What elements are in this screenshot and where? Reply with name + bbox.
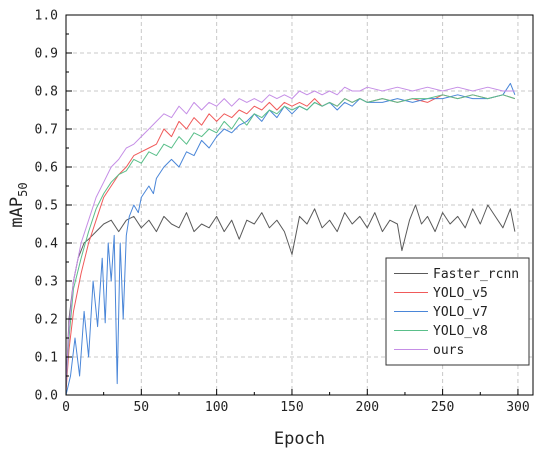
y-tick-label: 0.6: [35, 161, 58, 176]
series-line-faster-rcnn: [65, 204, 516, 388]
plot-series: [65, 82, 516, 396]
series-line-yolo-v7: [65, 82, 516, 396]
x-axis-label: Epoch: [274, 429, 325, 449]
series-line-ours: [65, 86, 515, 388]
x-tick-label: 200: [356, 400, 379, 415]
y-tick-label: 0.5: [35, 199, 58, 214]
x-tick-label: 250: [431, 400, 454, 415]
x-tick-label: 150: [280, 400, 303, 415]
y-tick-label: 0.9: [35, 47, 58, 62]
y-tick-label: 0.8: [35, 85, 58, 100]
y-axis-label-subscript: 50: [16, 182, 30, 196]
y-tick-labels: 0.0 0.1 0.2 0.3 0.4 0.5 0.6 0.7 0.8 0.9 1.0: [35, 9, 59, 404]
legend-label: YOLO_v7: [433, 305, 488, 320]
x-tick-label: 300: [506, 400, 529, 415]
y-tick-label: 0.1: [35, 351, 58, 366]
legend-label: ours: [433, 343, 464, 358]
y-tick-label: 1.0: [35, 9, 58, 24]
x-tick-labels: 0 50 100 150 200 250 300: [62, 400, 530, 415]
legend-label: YOLO_v5: [433, 286, 488, 301]
y-tick-label: 0.2: [35, 313, 58, 328]
axis-ticks: [65, 14, 519, 396]
x-tick-label: 0: [62, 400, 70, 415]
y-tick-label: 0.3: [35, 275, 58, 290]
y-axis-label-main: mAP: [7, 197, 27, 228]
legend-label: Faster_rcnn: [433, 267, 519, 282]
series-line-yolo-v8: [65, 94, 516, 388]
x-tick-label: 50: [133, 400, 149, 415]
y-axis-label: mAP50: [7, 182, 30, 227]
y-tick-label: 0.4: [35, 237, 59, 252]
y-tick-label: 0.0: [35, 389, 58, 404]
y-tick-label: 0.7: [35, 123, 58, 138]
legend-label: YOLO_v8: [433, 324, 488, 339]
x-tick-label: 100: [205, 400, 228, 415]
